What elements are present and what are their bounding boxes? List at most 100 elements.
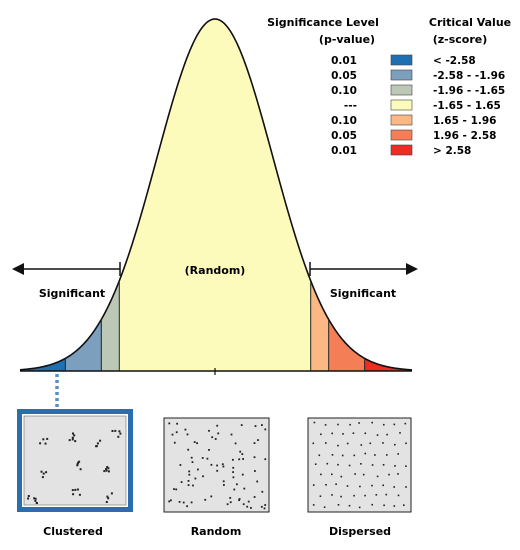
legend: 0.01 < -2.58 0.05 -2.58 - -1.96 0.10 -1.96 - … [331, 54, 505, 157]
clustered-point-46 [34, 497, 37, 500]
dispersed-point-76 [393, 505, 396, 507]
clustered-point-50 [34, 499, 37, 502]
dispersed-point-49 [376, 475, 379, 478]
random-point-63 [182, 501, 185, 504]
random-point-47 [256, 480, 259, 483]
clustered-point-19 [117, 435, 120, 438]
panel-clustered-label: Clustered [43, 525, 103, 538]
random-point-19 [264, 504, 267, 506]
dispersed-point-33 [386, 454, 388, 456]
dispersed-point-56 [359, 485, 361, 488]
clustered-point-9 [71, 436, 74, 439]
dispersed-point-41 [382, 464, 385, 466]
random-point-20 [242, 458, 244, 460]
dispersed-point-55 [346, 485, 349, 487]
legend-swatch-7 [390, 144, 413, 156]
panel-dispersed[interactable] [307, 417, 412, 513]
random-point-23 [190, 456, 193, 459]
clustered-point-34 [105, 468, 107, 471]
dispersed-point-51 [397, 473, 399, 475]
dispersed-point-22 [360, 444, 363, 446]
clustered-point-32 [106, 466, 109, 468]
zscore-header-line1: Critical Value [429, 16, 511, 29]
random-point-80 [223, 484, 225, 486]
dispersed-point-73 [358, 506, 361, 509]
random-point-58 [264, 458, 267, 461]
panel-clustered[interactable] [17, 409, 133, 512]
random-point-72 [208, 429, 210, 432]
random-point-39 [241, 453, 244, 455]
random-point-46 [247, 500, 250, 503]
dispersed-point-58 [382, 484, 384, 487]
dispersed-point-25 [394, 443, 396, 446]
random-point-74 [243, 487, 246, 490]
random-point-18 [253, 496, 256, 498]
clustered-point-31 [107, 467, 110, 470]
random-point-31 [257, 439, 259, 441]
dispersed-point-37 [337, 463, 339, 466]
dispersed-point-7 [383, 423, 385, 426]
random-point-55 [186, 433, 189, 436]
random-point-17 [254, 425, 257, 427]
clustered-point-37 [78, 493, 81, 496]
clustered-point-20 [42, 472, 45, 475]
panel-dispersed-label: Dispersed [329, 525, 391, 538]
random-point-3 [204, 498, 207, 501]
dispersed-point-57 [371, 484, 373, 487]
dispersed-point-16 [386, 433, 388, 436]
random-point-30 [229, 497, 232, 499]
dispersed-point-75 [383, 504, 385, 507]
random-point-73 [190, 501, 193, 504]
panel-dispersed-frame [307, 417, 412, 513]
clustered-point-7 [68, 439, 71, 442]
legend-zscore-3: -1.96 - -1.65 [433, 85, 505, 97]
pvalue-header-line1: Significance Level [267, 16, 379, 29]
legend-zscore-7: > 2.58 [433, 145, 471, 157]
dispersed-point-5 [358, 422, 360, 424]
dispersed-point-52 [312, 484, 315, 486]
random-point-82 [238, 498, 241, 500]
clustered-point-17 [114, 429, 117, 432]
legend-pvalue-5: 0.10 [331, 115, 357, 127]
dispersed-point-65 [364, 494, 366, 497]
dispersed-point-34 [397, 453, 399, 455]
dispersed-point-66 [375, 494, 378, 496]
random-point-49 [241, 473, 244, 476]
clustered-point-15 [118, 430, 121, 433]
dispersed-point-60 [405, 486, 407, 488]
random-point-11 [188, 470, 191, 473]
random-point-21 [192, 484, 194, 487]
clustered-point-30 [105, 469, 108, 472]
clustered-point-49 [33, 497, 36, 500]
dispersed-point-20 [337, 444, 339, 447]
panel-random[interactable] [163, 417, 270, 513]
random-point-48 [261, 424, 263, 426]
dispersed-point-18 [312, 442, 315, 445]
dispersed-point-12 [342, 433, 344, 435]
random-point-34 [242, 503, 245, 506]
random-point-56 [187, 480, 190, 482]
random-point-28 [187, 448, 190, 451]
random-point-65 [188, 473, 191, 476]
random-point-61 [173, 441, 176, 444]
clustered-point-24 [79, 468, 82, 471]
legend-pvalue-1: 0.01 [331, 55, 357, 67]
clustered-point-4 [44, 442, 47, 445]
clustered-point-28 [76, 464, 79, 467]
legend-pvalue-3: 0.10 [331, 85, 357, 97]
dispersed-point-50 [388, 473, 390, 476]
clustered-point-18 [119, 432, 122, 435]
random-point-1 [234, 442, 237, 445]
legend-pvalue-4: --- [344, 100, 357, 112]
random-point-7 [170, 499, 172, 502]
dispersed-point-54 [335, 483, 337, 485]
legend-zscore-2: -2.58 - -1.96 [433, 70, 505, 82]
random-point-37 [232, 466, 235, 469]
dispersed-point-3 [337, 423, 339, 426]
random-point-44 [232, 458, 234, 461]
dispersed-point-19 [325, 442, 327, 444]
random-point-27 [238, 458, 241, 461]
dispersed-point-46 [340, 475, 343, 478]
clustered-point-40 [105, 501, 108, 503]
random-point-40 [240, 424, 243, 426]
